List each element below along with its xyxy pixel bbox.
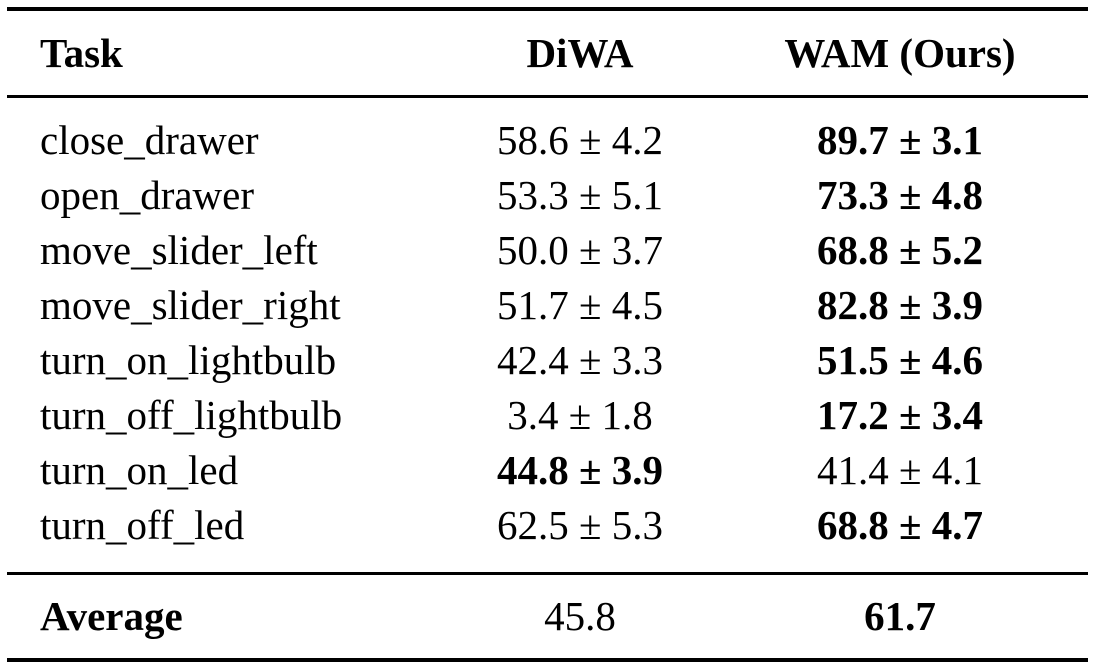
header-task: Task (40, 29, 123, 76)
wam-cell: 89.7 ± 3.1 (816, 117, 983, 163)
task-cell: open_drawer (40, 172, 255, 218)
table-row: move_slider_right 51.7 ± 4.5 82.8 ± 3.9 (7, 278, 1088, 333)
average-label: Average (40, 593, 183, 639)
diwa-cell: 44.8 ± 3.9 (496, 447, 663, 493)
diwa-cell: 62.5 ± 5.3 (496, 502, 663, 548)
bottom-rule (7, 658, 1088, 662)
average-row: Average 45.8 61.7 (7, 575, 1088, 658)
top-rule (7, 7, 1088, 11)
diwa-cell: 3.4 ± 1.8 (507, 392, 653, 438)
diwa-cell: 42.4 ± 3.3 (496, 337, 663, 383)
task-cell: turn_on_lightbulb (40, 337, 337, 383)
table-row: turn_on_lightbulb 42.4 ± 3.3 51.5 ± 4.6 (7, 333, 1088, 388)
diwa-cell: 53.3 ± 5.1 (496, 172, 663, 218)
task-cell: close_drawer (40, 117, 259, 163)
wam-cell: 68.8 ± 5.2 (816, 227, 983, 273)
header-row: Task DiWA WAM (Ours) (7, 11, 1088, 95)
header-diwa: DiWA (526, 29, 634, 76)
wam-cell: 17.2 ± 3.4 (816, 392, 983, 438)
table-row: open_drawer 53.3 ± 5.1 73.3 ± 4.8 (7, 168, 1088, 223)
diwa-cell: 51.7 ± 4.5 (496, 282, 663, 328)
average-rule (7, 572, 1088, 575)
task-cell: move_slider_left (40, 227, 318, 273)
task-cell: turn_off_led (40, 502, 245, 548)
wam-cell: 68.8 ± 4.7 (816, 502, 983, 548)
diwa-cell: 58.6 ± 4.2 (496, 117, 663, 163)
wam-cell: 73.3 ± 4.8 (816, 172, 983, 218)
task-cell: turn_off_lightbulb (40, 392, 343, 438)
table-row: turn_off_led 62.5 ± 5.3 68.8 ± 4.7 (7, 498, 1088, 553)
task-cell: turn_on_led (40, 447, 239, 493)
header-wam: WAM (Ours) (784, 29, 1016, 76)
wam-cell: 41.4 ± 4.1 (816, 447, 983, 493)
table-row: turn_off_lightbulb 3.4 ± 1.8 17.2 ± 3.4 (7, 388, 1088, 443)
wam-cell: 82.8 ± 3.9 (816, 282, 983, 328)
table-row: close_drawer 58.6 ± 4.2 89.7 ± 3.1 (7, 113, 1088, 168)
table-row: move_slider_left 50.0 ± 3.7 68.8 ± 5.2 (7, 223, 1088, 278)
average-wam: 61.7 (864, 593, 936, 639)
diwa-cell: 50.0 ± 3.7 (496, 227, 663, 273)
task-cell: move_slider_right (40, 282, 341, 328)
wam-cell: 51.5 ± 4.6 (816, 337, 983, 383)
results-table: Task DiWA WAM (Ours) close_drawer 58.6 ±… (7, 7, 1088, 662)
header-rule (7, 95, 1088, 98)
table-row: turn_on_led 44.8 ± 3.9 41.4 ± 4.1 (7, 443, 1088, 498)
table-body: close_drawer 58.6 ± 4.2 89.7 ± 3.1 open_… (7, 98, 1088, 572)
average-diwa: 45.8 (544, 593, 616, 639)
